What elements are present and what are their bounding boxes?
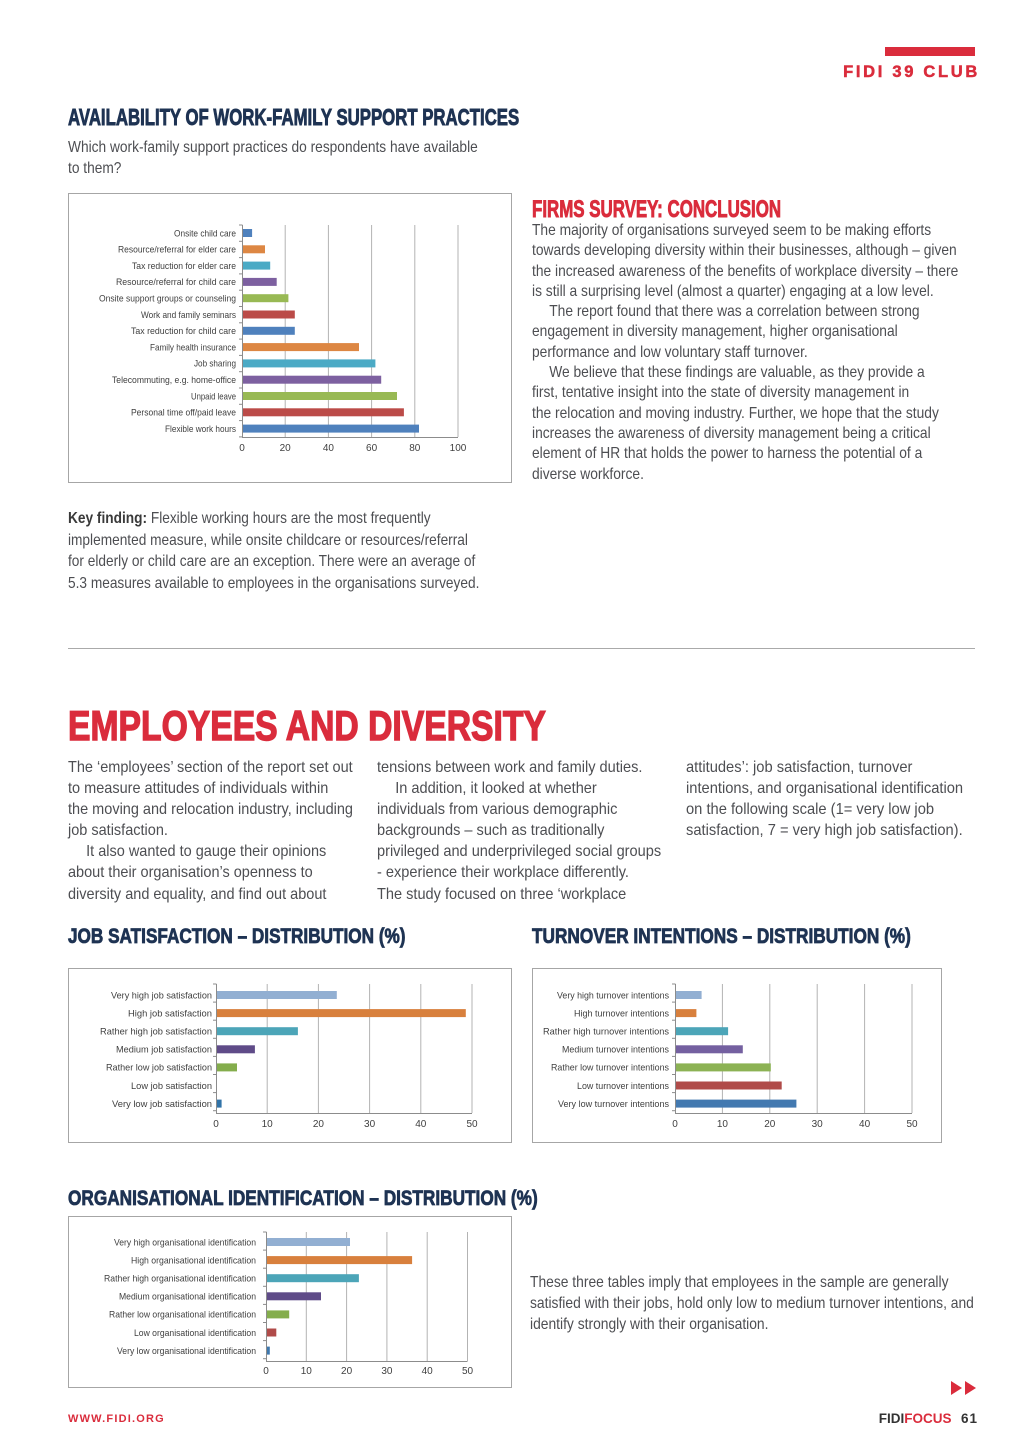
svg-text:30: 30: [364, 1119, 376, 1130]
svg-text:Tax reduction for child care: Tax reduction for child care: [131, 326, 236, 337]
svg-text:0: 0: [239, 443, 245, 454]
svg-text:30: 30: [381, 1366, 393, 1377]
svg-text:Very low organisational identi: Very low organisational identification: [117, 1346, 256, 1357]
svg-text:High turnover intentions: High turnover intentions: [574, 1008, 669, 1019]
svg-text:30: 30: [812, 1119, 824, 1130]
svg-text:High job satisfaction: High job satisfaction: [128, 1008, 212, 1019]
svg-text:50: 50: [462, 1366, 474, 1377]
svg-text:40: 40: [422, 1366, 434, 1377]
svg-text:40: 40: [323, 443, 335, 454]
svg-text:0: 0: [263, 1366, 269, 1377]
svg-text:Rather high job satisfaction: Rather high job satisfaction: [100, 1027, 212, 1038]
svg-text:Onsite child care: Onsite child care: [174, 228, 236, 239]
svg-text:40: 40: [415, 1119, 427, 1130]
svg-text:Family health insurance: Family health insurance: [150, 342, 236, 353]
svg-text:10: 10: [301, 1366, 313, 1377]
svg-text:Very low job satisfaction: Very low job satisfaction: [112, 1099, 212, 1110]
svg-text:Very high organisational ident: Very high organisational identification: [114, 1237, 256, 1248]
svg-text:Medium organisational identifi: Medium organisational identification: [119, 1292, 256, 1303]
svg-text:Low organisational identificat: Low organisational identification: [134, 1328, 256, 1339]
svg-text:Resource/referral for elder ca: Resource/referral for elder care: [118, 245, 236, 256]
svg-text:20: 20: [280, 443, 292, 454]
svg-text:0: 0: [213, 1119, 219, 1130]
svg-text:50: 50: [466, 1119, 478, 1130]
svg-text:Work and family seminars: Work and family seminars: [141, 310, 236, 321]
svg-text:80: 80: [409, 443, 421, 454]
svg-text:20: 20: [341, 1366, 353, 1377]
svg-text:20: 20: [764, 1119, 776, 1130]
svg-text:Unpaid leave: Unpaid leave: [191, 391, 236, 402]
svg-text:Telecommuting, e.g. home-offic: Telecommuting, e.g. home-office: [112, 375, 236, 386]
svg-text:10: 10: [262, 1119, 274, 1130]
svg-text:Rather low turnover intentions: Rather low turnover intentions: [551, 1063, 669, 1074]
svg-text:Rather low job satisfaction: Rather low job satisfaction: [106, 1063, 212, 1074]
svg-text:Flexible work hours: Flexible work hours: [165, 424, 236, 435]
svg-text:Rather low organisational iden: Rather low organisational identification: [109, 1310, 256, 1321]
svg-text:Very high job satisfaction: Very high job satisfaction: [111, 990, 212, 1001]
svg-text:Resource/referral for child ca: Resource/referral for child care: [116, 277, 236, 288]
svg-text:60: 60: [366, 443, 378, 454]
svg-text:20: 20: [313, 1119, 325, 1130]
svg-text:Medium turnover intentions: Medium turnover intentions: [562, 1045, 669, 1056]
svg-text:Very low turnover intentions: Very low turnover intentions: [558, 1099, 669, 1110]
svg-text:Medium job satisfaction: Medium job satisfaction: [116, 1045, 212, 1056]
svg-text:Very high turnover intentions: Very high turnover intentions: [557, 990, 669, 1001]
svg-text:Personal time off/paid leave: Personal time off/paid leave: [131, 408, 236, 419]
svg-text:0: 0: [672, 1119, 678, 1130]
svg-text:Tax reduction for elder care: Tax reduction for elder care: [132, 261, 236, 272]
svg-text:100: 100: [450, 443, 467, 454]
svg-text:Rather high organisational ide: Rather high organisational identificatio…: [104, 1274, 256, 1285]
svg-text:Low job satisfaction: Low job satisfaction: [131, 1081, 212, 1092]
svg-text:Onsite support groups or couns: Onsite support groups or counseling: [99, 294, 236, 305]
svg-text:40: 40: [859, 1119, 871, 1130]
svg-text:Rather high turnover intention: Rather high turnover intentions: [543, 1027, 669, 1038]
svg-text:Low turnover intentions: Low turnover intentions: [577, 1081, 669, 1092]
svg-text:High organisational identifica: High organisational identification: [131, 1255, 256, 1266]
svg-text:10: 10: [717, 1119, 729, 1130]
svg-text:50: 50: [906, 1119, 918, 1130]
svg-text:Job sharing: Job sharing: [194, 359, 236, 370]
